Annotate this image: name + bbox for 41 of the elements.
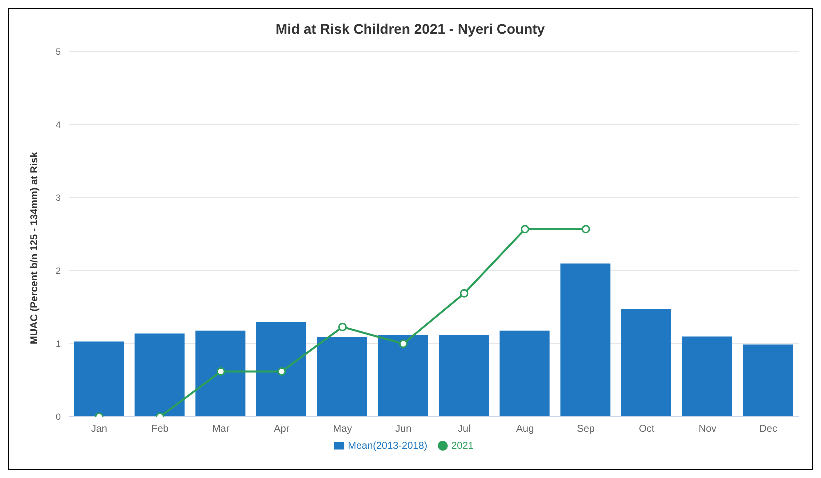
point — [521, 225, 530, 234]
y-tick-label: 3 — [56, 193, 61, 204]
bar — [256, 322, 306, 417]
x-tick-label: Jun — [396, 424, 412, 436]
bar — [74, 342, 124, 417]
y-tick-label: 5 — [56, 47, 61, 58]
x-tick-label: Sep — [577, 424, 596, 436]
bar — [682, 336, 732, 417]
x-tick-label: Mar — [212, 424, 230, 436]
legend-label: 2021 — [452, 441, 474, 452]
bar — [196, 330, 246, 417]
bar — [134, 334, 185, 417]
y-axis-title: MUAC (Percent b/n 125 - 134mm) at Risk — [30, 152, 41, 344]
x-tick-label: Feb — [152, 424, 170, 436]
x-tick-label: Nov — [698, 424, 717, 436]
x-tick-label: Dec — [760, 424, 778, 436]
y-tick-label: 0 — [56, 412, 61, 422]
x-tick-label: Oct — [639, 424, 655, 436]
bar — [500, 330, 550, 417]
x-tick-label: Aug — [516, 424, 534, 436]
point — [582, 225, 590, 234]
y-tick-label: 4 — [56, 120, 61, 130]
x-tick-label: Apr — [274, 424, 290, 436]
point — [460, 289, 469, 298]
x-tick-label: Jul — [458, 424, 471, 436]
bar — [743, 344, 794, 417]
point — [338, 322, 347, 332]
point — [278, 367, 286, 376]
y-tick-label: 1 — [56, 339, 61, 350]
bar — [622, 308, 672, 417]
point — [216, 367, 226, 376]
y-tick-label: 2 — [56, 266, 61, 276]
bar — [439, 335, 489, 417]
x-tick-label: May — [333, 424, 352, 436]
chart-title: Mid at Risk Children 2021 - Nyeri County — [274, 20, 546, 37]
legend-label: Mean(2013-2018) — [348, 441, 428, 452]
point — [399, 340, 408, 348]
bar — [378, 335, 428, 417]
x-tick-label: Jan — [91, 424, 108, 436]
bar — [317, 337, 368, 417]
bar — [560, 264, 611, 417]
